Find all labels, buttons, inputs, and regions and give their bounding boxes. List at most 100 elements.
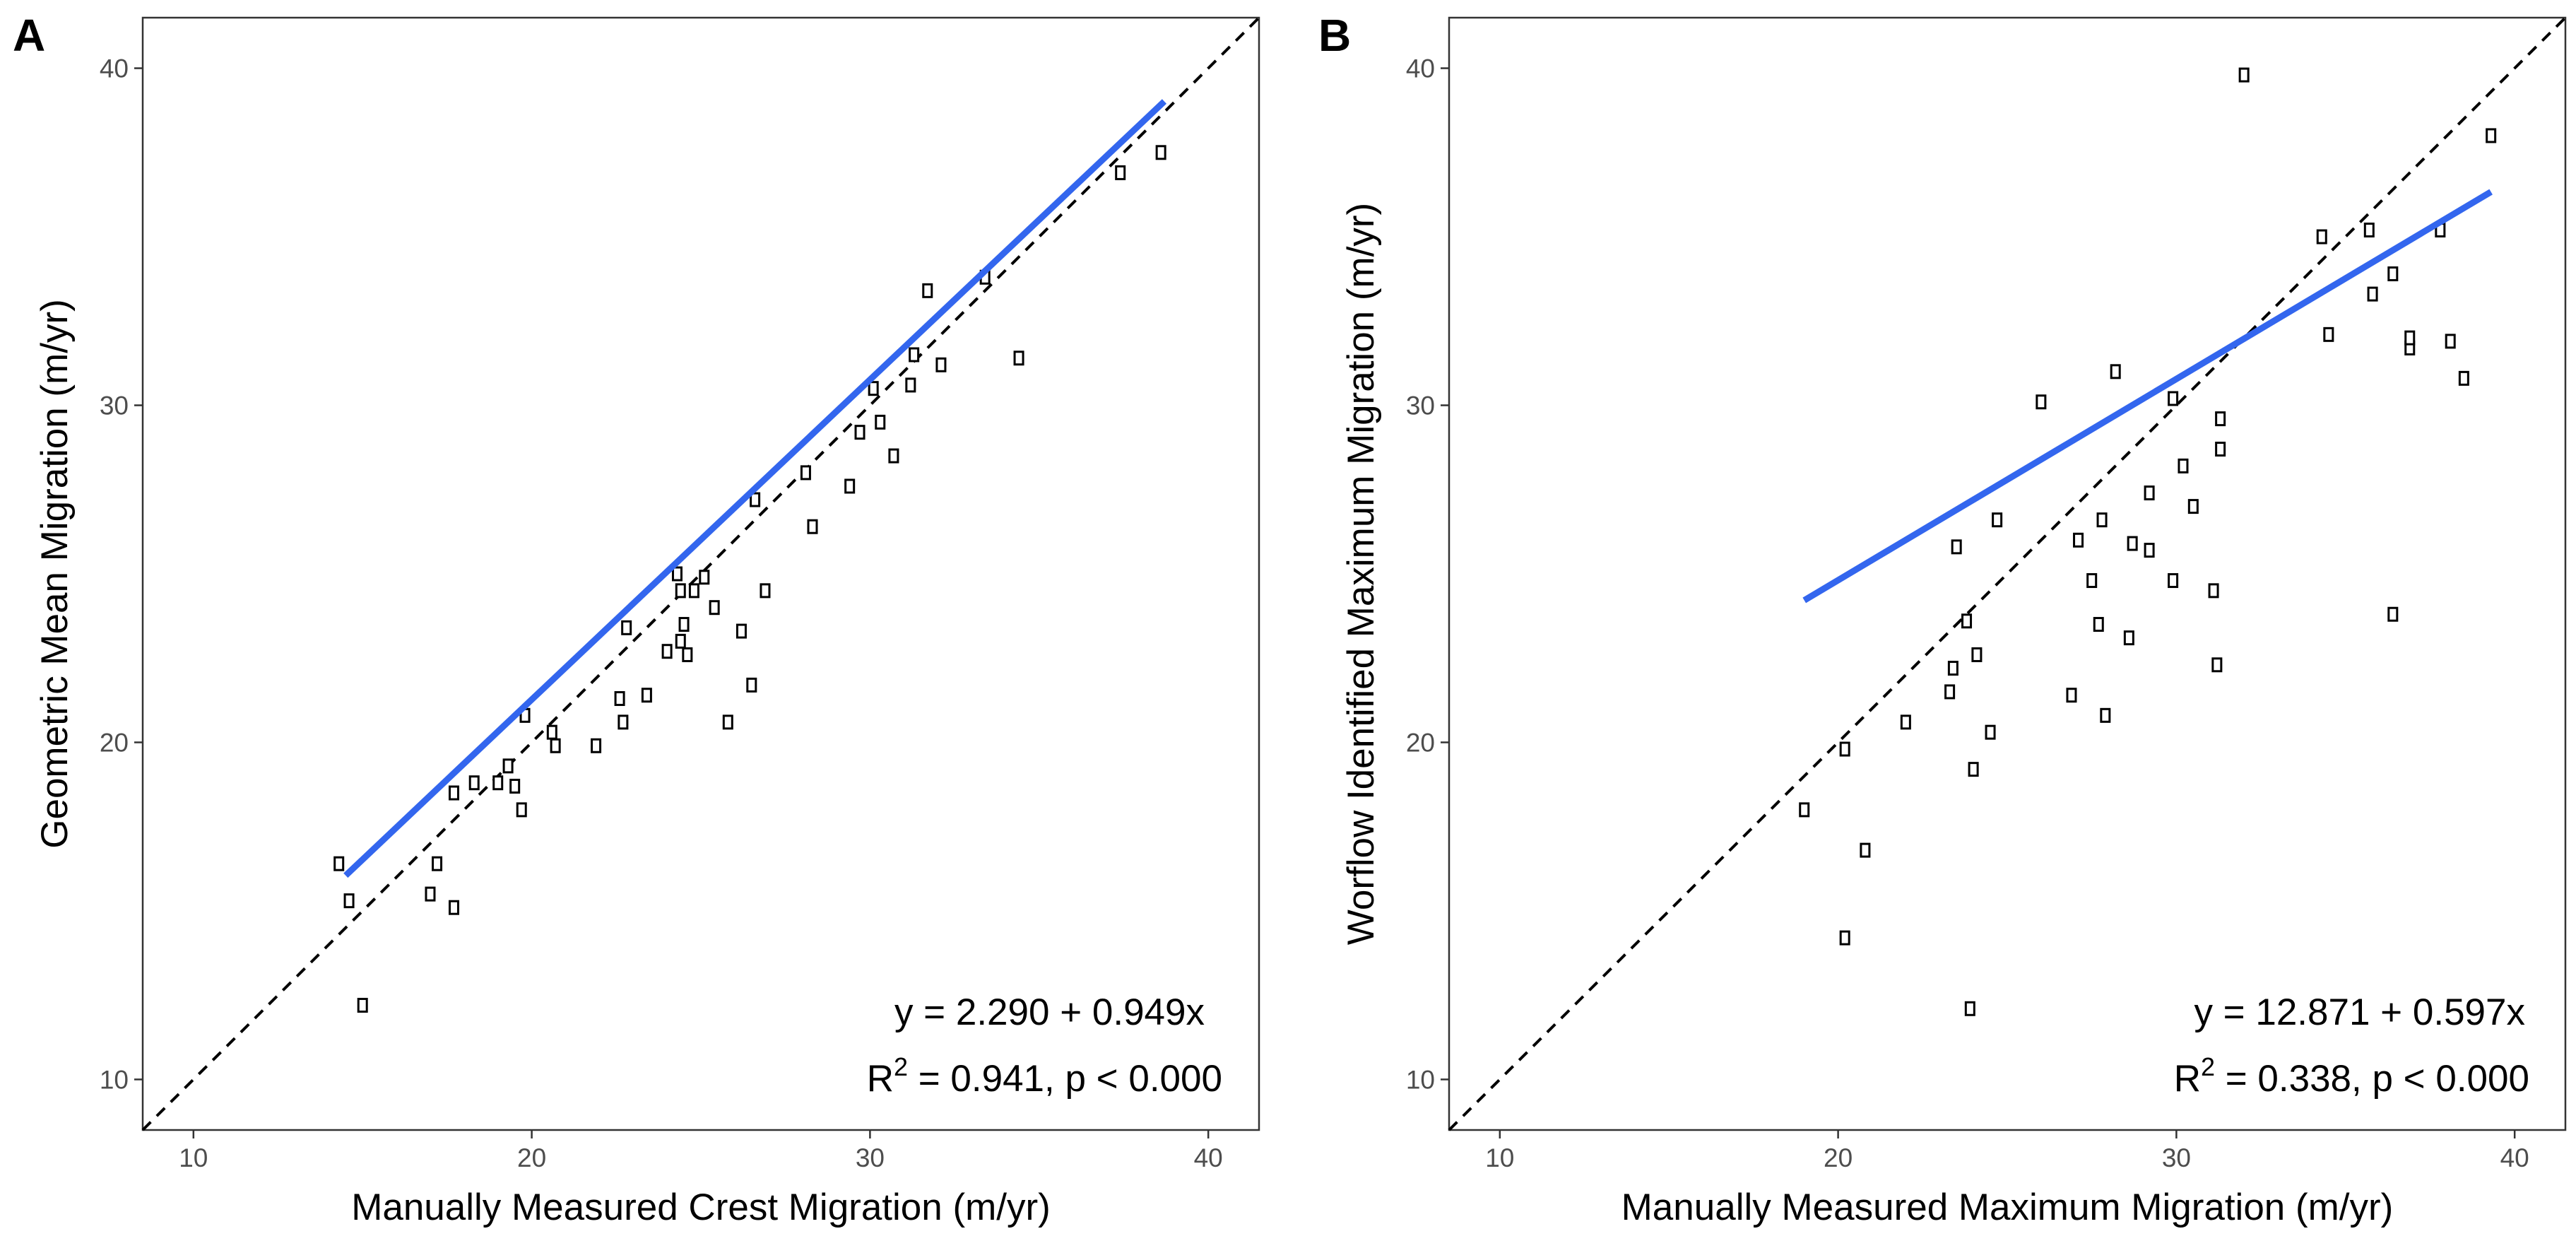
panel-b-r2: R2 = 0.338, p < 0.000 [2174, 1052, 2529, 1100]
panel-a-data-point [888, 448, 899, 464]
panel-b-data-point [1799, 802, 1810, 818]
panel-a-y-axis-title: Geometric Mean Migration (m/yr) [34, 299, 76, 849]
panel-b-data-point [2036, 394, 2047, 410]
panel-b-data-point [2100, 707, 2111, 723]
panel-a-x-tick-label: 20 [517, 1143, 546, 1172]
panel-b-one-to-one-line [1448, 16, 2567, 1131]
panel-a-data-point [333, 856, 345, 871]
panel-a-one-to-one-line [141, 16, 1260, 1131]
panel-b-data-point [2178, 458, 2189, 473]
panel-b-y-tick-label: 40 [1406, 54, 1435, 83]
panel-a-data-point [671, 566, 683, 582]
panel-b-data-point [2486, 128, 2497, 143]
panel-a-data-point [432, 856, 443, 871]
panel-a-data-point [621, 620, 632, 635]
panel-b-data-point [2096, 512, 2108, 528]
panel-b-x-tick-label: 40 [2500, 1143, 2529, 1172]
panel-b-data-point [2144, 543, 2155, 558]
panel-b-plot-border [1448, 16, 2567, 1131]
panel-b-data-point [2168, 391, 2179, 406]
panel-b-y-tick-label: 20 [1406, 728, 1435, 757]
panel-a-data-point [746, 677, 757, 693]
panel-b-equation: y = 12.871 + 0.597x [2194, 991, 2525, 1033]
panel-b-data-point [1992, 512, 2003, 528]
panel-a-data-point [468, 775, 480, 791]
panel-a-data-point [509, 778, 521, 794]
panel-a-data-point [935, 357, 947, 372]
panel-a-x-tick-label: 10 [179, 1143, 208, 1172]
panel-a-data-point [678, 617, 690, 632]
panel-b-points [1799, 67, 2497, 1016]
panel-b-x-tick-label: 30 [2162, 1143, 2191, 1172]
panel-a-label: A [13, 10, 45, 61]
panel-a-equation: y = 2.290 + 0.949x [894, 991, 1205, 1033]
panel-b-data-point [1944, 684, 1956, 700]
panel-b-data-point [2110, 364, 2121, 379]
panel-a-data-point [448, 900, 459, 915]
panel-a-r2-prefix: R [867, 1058, 894, 1100]
panel-b-x-tick-label: 20 [1824, 1143, 1853, 1172]
panel-b-data-point [2238, 67, 2250, 83]
panel-b-data-point [2168, 573, 2179, 589]
panel-b-data-point [2127, 536, 2138, 551]
panel-a-data-point [682, 647, 693, 662]
panel-b-data-point [1900, 714, 1911, 730]
panel-b-data-point [2458, 370, 2469, 386]
panel-b-data-point [1985, 724, 1996, 740]
panel-b-data-point [2123, 630, 2134, 646]
panel-a-data-point [492, 775, 504, 791]
panel-a-data-point [844, 478, 856, 494]
panel-b-data-point [2404, 330, 2416, 346]
panel-b-data-point [2187, 499, 2199, 514]
panel-b-x-tick-label: 10 [1485, 1143, 1514, 1172]
panel-a-data-point [735, 623, 747, 639]
panel-a-x-tick-label: 40 [1194, 1143, 1223, 1172]
panel-a-data-point [868, 381, 879, 396]
panel-b-data-point [1961, 613, 1973, 629]
panel-a-data-point [807, 519, 818, 534]
panel-a-data-point [760, 583, 771, 599]
panel-a-data-point [675, 633, 686, 649]
panel-b-data-point [2387, 606, 2399, 622]
panel-a-data-point [357, 998, 368, 1013]
panel-b-data-point [2316, 229, 2327, 245]
panel-b-fit-line [1802, 189, 2493, 604]
panel-a-data-point [922, 283, 933, 298]
panel-b-data-point [2445, 334, 2456, 349]
panel-b-data-point [2086, 573, 2098, 589]
panel-a-data-point [688, 583, 699, 599]
panel-a-reference-line [141, 16, 1260, 1131]
panel-a-data-point [905, 377, 916, 393]
panel-b-data-point [1839, 741, 1850, 757]
panel-a-data-point [546, 724, 557, 740]
panel-b-y-tick-label: 30 [1406, 392, 1435, 420]
panel-b-data-point [2211, 657, 2223, 673]
panel-a-x-axis-title: Manually Measured Crest Migration (m/yr) [351, 1187, 1051, 1228]
panel-a-plot-border [141, 16, 1260, 1131]
panel-a-data-point [1013, 351, 1024, 366]
panel-a-r2: R2 = 0.941, p < 0.000 [867, 1052, 1222, 1100]
panel-b-data-point [1951, 539, 1962, 555]
panel-a-points [333, 145, 1166, 1013]
panel-b-label: B [1318, 10, 1351, 61]
panel-b-r2-sup: 2 [2201, 1052, 2215, 1081]
panel-b-data-point [2144, 485, 2155, 501]
panel-b-data-point [2387, 266, 2399, 281]
panel-b-y-tick-label: 10 [1406, 1065, 1435, 1094]
panel-a-r2-sup: 2 [894, 1052, 908, 1081]
panel-b-data-point [1964, 1001, 1975, 1016]
panel-a-data-point [343, 893, 355, 909]
panel-a-data-point [618, 714, 629, 730]
panel-b-data-point [2093, 617, 2104, 632]
panel-a-data-point [909, 347, 920, 363]
panel-b-x-axis-title: Manually Measured Maximum Migration (m/y… [1621, 1187, 2394, 1228]
panel-b-data-point [2066, 688, 2077, 703]
panel-b-data-point [1947, 661, 1958, 676]
panel-a-data-point [550, 738, 561, 753]
panel-b-data-point [1968, 762, 1979, 777]
panel-b-data-point [2073, 532, 2084, 548]
panel-a-x-tick-label: 30 [856, 1143, 885, 1172]
panel-a-data-point [709, 600, 720, 616]
panel-a-data-point [516, 802, 527, 818]
panel-a-data-point [641, 688, 652, 703]
